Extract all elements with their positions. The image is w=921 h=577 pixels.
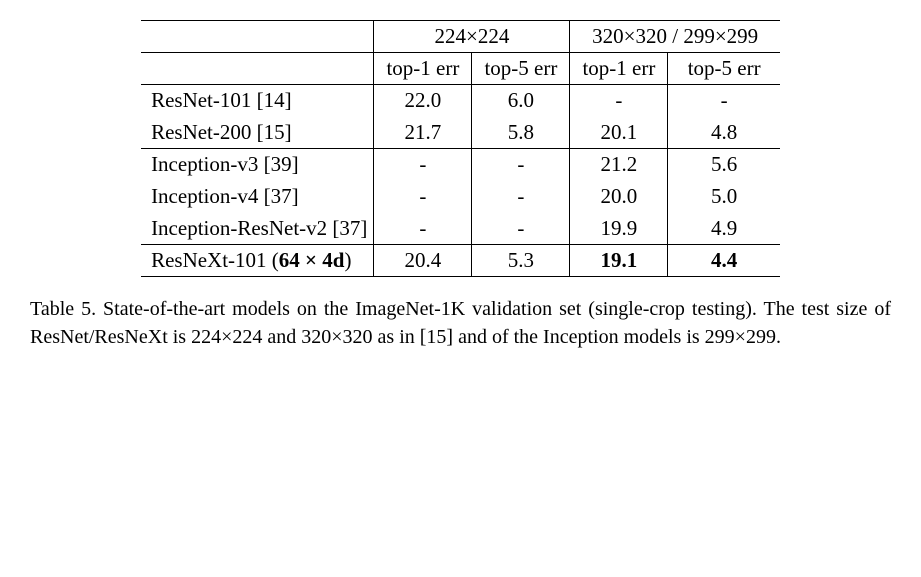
results-table: 224×224 320×320 / 299×299 top-1 err top-…: [141, 20, 780, 277]
cell: -: [374, 213, 472, 245]
table-row: Inception-ResNet-v2 [37] - - 19.9 4.9: [141, 213, 780, 245]
cell: 5.0: [668, 181, 780, 213]
cell: 5.6: [668, 149, 780, 181]
table-row: ResNet-200 [15] 21.7 5.8 20.1 4.8: [141, 117, 780, 149]
cell: 4.9: [668, 213, 780, 245]
cell: 4.4: [668, 245, 780, 277]
cell: -: [374, 149, 472, 181]
cell: 21.7: [374, 117, 472, 149]
header-top1-b: top-1 err: [570, 53, 668, 85]
row-label: Inception-ResNet-v2 [37]: [141, 213, 374, 245]
cell: -: [472, 213, 570, 245]
row-label: ResNeXt-101 (64 × 4d): [141, 245, 374, 277]
cell: 19.9: [570, 213, 668, 245]
header-blank-2: [141, 53, 374, 85]
cell: 19.1: [570, 245, 668, 277]
table-row: Inception-v3 [39] - - 21.2 5.6: [141, 149, 780, 181]
cell: 5.8: [472, 117, 570, 149]
cell: 6.0: [472, 85, 570, 117]
cell: 20.1: [570, 117, 668, 149]
cell: 22.0: [374, 85, 472, 117]
cell: 4.8: [668, 117, 780, 149]
cell: 20.0: [570, 181, 668, 213]
header-top5-a: top-5 err: [472, 53, 570, 85]
cell: -: [570, 85, 668, 117]
cell: -: [472, 149, 570, 181]
table-row: ResNeXt-101 (64 × 4d) 20.4 5.3 19.1 4.4: [141, 245, 780, 277]
row-label: Inception-v4 [37]: [141, 181, 374, 213]
cell: -: [668, 85, 780, 117]
cell: 21.2: [570, 149, 668, 181]
header-group-224: 224×224: [374, 21, 570, 53]
header-group-320: 320×320 / 299×299: [570, 21, 780, 53]
cell: -: [472, 181, 570, 213]
row-label: ResNet-200 [15]: [141, 117, 374, 149]
header-blank: [141, 21, 374, 53]
table-row: ResNet-101 [14] 22.0 6.0 - -: [141, 85, 780, 117]
row-label: Inception-v3 [39]: [141, 149, 374, 181]
cell: 5.3: [472, 245, 570, 277]
header-top5-b: top-5 err: [668, 53, 780, 85]
cell: 20.4: [374, 245, 472, 277]
cell: -: [374, 181, 472, 213]
table-row: Inception-v4 [37] - - 20.0 5.0: [141, 181, 780, 213]
header-top1-a: top-1 err: [374, 53, 472, 85]
table-caption: Table 5. State-of-the-art models on the …: [30, 295, 891, 352]
row-label: ResNet-101 [14]: [141, 85, 374, 117]
